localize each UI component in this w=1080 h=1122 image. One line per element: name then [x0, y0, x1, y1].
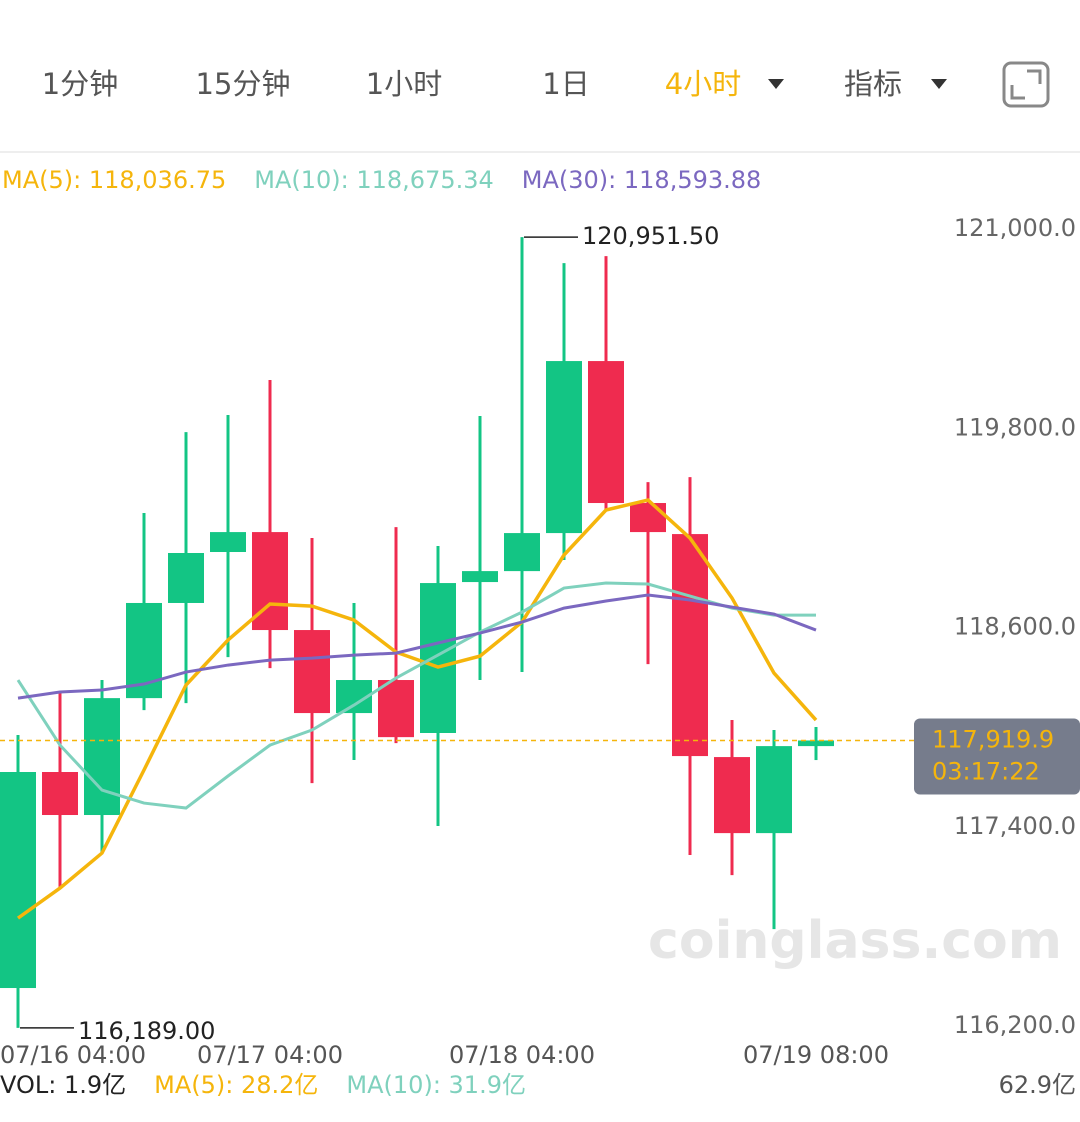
watermark: coinglass.com	[648, 911, 1062, 971]
candle-body	[504, 533, 540, 572]
legend-entry: MA(5): 118,036.75	[2, 166, 226, 194]
price-tag-value: 117,919.9	[932, 725, 1054, 753]
legend-entry: MA(10): 118,675.34	[254, 166, 494, 194]
candle-body	[84, 698, 120, 816]
price-tag	[914, 718, 1080, 795]
ma-line	[16, 498, 818, 920]
x-tick-label: 07/19 08:00	[743, 1041, 889, 1069]
tab[interactable]: 1分钟	[42, 67, 118, 101]
annotation-label: 116,189.00	[78, 1017, 215, 1045]
candle-body	[126, 602, 162, 699]
candle-body	[462, 571, 498, 583]
candle-body	[798, 740, 834, 747]
volume-legend: MA(5): 28.2亿	[154, 1071, 318, 1099]
candle-body	[630, 503, 666, 533]
volume-legend: VOL: 1.9亿	[0, 1071, 126, 1099]
candle-body	[420, 583, 456, 733]
y-tick-label: 121,000.0	[954, 214, 1076, 242]
ma-line	[16, 581, 816, 810]
tab[interactable]: 1日	[542, 67, 589, 101]
y-tick-label: 119,800.0	[954, 413, 1076, 441]
candle-body	[672, 534, 708, 757]
tab[interactable]: 1小时	[366, 67, 442, 101]
tab[interactable]: 指标	[844, 67, 902, 101]
fullscreen-button[interactable]	[1002, 61, 1050, 108]
dropdown-arrow[interactable]	[768, 79, 784, 89]
volume-legend: MA(10): 31.9亿	[346, 1071, 526, 1099]
candle-body	[714, 757, 750, 834]
price-tag-countdown: 03:17:22	[932, 757, 1040, 785]
y-tick-label: 117,400.0	[954, 812, 1076, 840]
tab[interactable]: 4小时	[665, 67, 741, 101]
candle-body	[756, 746, 792, 834]
tab[interactable]: 15分钟	[196, 67, 291, 101]
candle-body	[0, 772, 36, 989]
y-tick-label: 118,600.0	[954, 613, 1076, 641]
x-tick-label: 07/17 04:00	[197, 1041, 343, 1069]
candle-body	[378, 680, 414, 738]
candle-body	[588, 361, 624, 504]
candle-body	[210, 532, 246, 553]
candle-body	[168, 553, 204, 603]
ma-line	[17, 593, 817, 700]
dropdown-arrow[interactable]	[931, 79, 947, 89]
fullscreen-icon	[1010, 69, 1042, 100]
volume-axis-label: 62.9亿	[999, 1071, 1076, 1099]
y-tick-label: 116,200.0	[954, 1011, 1076, 1039]
x-tick-label: 07/18 04:00	[449, 1041, 595, 1069]
candle-body	[294, 630, 330, 714]
legend-entry: MA(30): 118,593.88	[522, 166, 762, 194]
x-tick-label: 07/16 04:00	[0, 1041, 146, 1069]
candle-body	[546, 361, 582, 534]
candle-body	[42, 772, 78, 816]
annotation-label: 120,951.50	[582, 222, 719, 250]
